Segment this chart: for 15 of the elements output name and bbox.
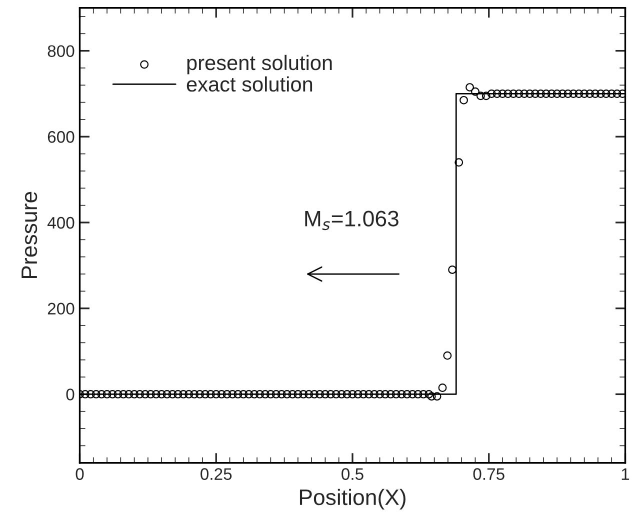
y-tick-label: 0: [66, 388, 74, 400]
x-tick-label: 0.25: [200, 468, 232, 480]
y-tick-label: 400: [47, 216, 74, 229]
y-tick-label: 200: [48, 302, 74, 315]
x-tick-label: 0.75: [473, 468, 504, 480]
y-axis-title: Pressure: [22, 192, 38, 278]
x-tick-label: 1: [622, 468, 630, 480]
legend-label: present solution: [187, 54, 332, 74]
x-axis-title: Position(X): [300, 488, 406, 510]
annotation: M$_{s}$=1.063: [305, 210, 398, 230]
y-tick-label: 800: [48, 45, 74, 58]
y-tick-label: 600: [48, 131, 74, 143]
legend-label: exact solution: [186, 76, 312, 92]
x-tick-label: 0.5: [342, 468, 364, 480]
x-tick-label: 0: [76, 468, 84, 480]
